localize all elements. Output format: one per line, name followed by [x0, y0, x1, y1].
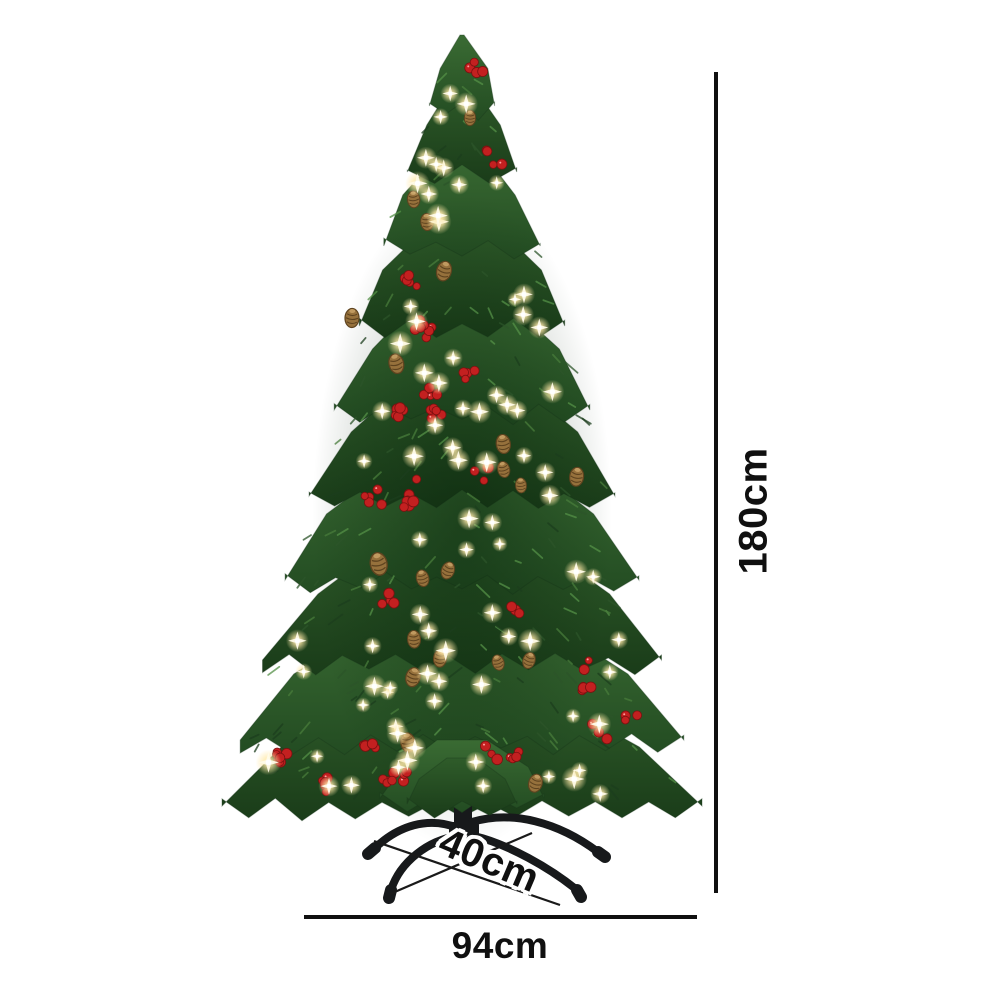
height-dimension-line: [714, 72, 718, 893]
width-dimension-label: 94cm: [451, 925, 549, 966]
width-dimension-line: [304, 915, 697, 919]
height-dimension-label: 180cm: [731, 447, 776, 575]
